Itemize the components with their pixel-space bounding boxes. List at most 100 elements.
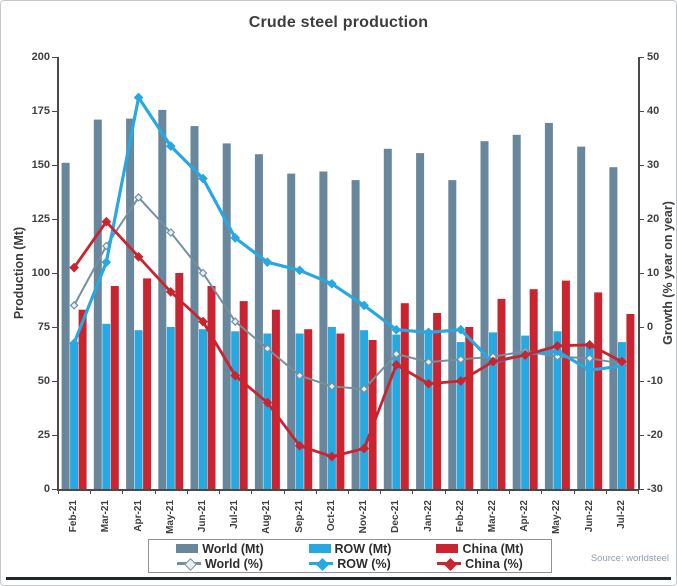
marker-china-aug-21 — [262, 397, 273, 408]
marker-row-may-22 — [552, 346, 563, 357]
bar-world-may-21 — [158, 109, 167, 490]
x-label-mar-22: Mar-22 — [487, 500, 498, 533]
bar-world-apr-22 — [512, 134, 521, 490]
world-bar-swatch — [176, 544, 199, 553]
marker-china-jun-21 — [198, 316, 208, 327]
bar-row-may-21 — [166, 327, 175, 489]
legend-label: World (%) — [204, 556, 264, 571]
right-tick-label: 20 — [647, 213, 660, 225]
bar-china-dec-21 — [400, 303, 409, 489]
left-tick-label: 150 — [31, 159, 50, 171]
bottom-rule — [6, 577, 671, 580]
marker-row-jun-22 — [584, 365, 595, 376]
bar-world-apr-21 — [126, 118, 135, 489]
left-tick — [52, 273, 58, 274]
right-tick-label: 0 — [647, 321, 654, 333]
bar-row-feb-22 — [456, 342, 465, 489]
x-tick — [444, 489, 446, 494]
marker-row-sep-21 — [294, 265, 305, 276]
x-tick — [476, 489, 478, 494]
left-tick — [52, 381, 58, 382]
bar-world-jan-22 — [416, 153, 425, 489]
left-tick — [52, 111, 58, 112]
bar-world-jun-22 — [577, 146, 586, 489]
marker-china-may-22 — [552, 341, 563, 351]
bar-china-aug-21 — [271, 309, 280, 489]
x-tick — [122, 489, 124, 494]
marker-china-may-21 — [165, 287, 176, 297]
marker-row-jul-21 — [230, 233, 241, 243]
bar-row-nov-21 — [360, 330, 369, 489]
right-tick-label: 50 — [647, 51, 660, 63]
left-tick-label: 75 — [37, 321, 50, 333]
marker-china-jul-21 — [230, 370, 241, 381]
marker-china-apr-21 — [133, 251, 144, 262]
marker-world-oct-21 — [327, 382, 337, 391]
marker-world-apr-21 — [134, 193, 143, 202]
bar-row-mar-21 — [102, 323, 111, 489]
x-tick — [315, 489, 317, 494]
x-tick — [638, 489, 639, 494]
marker-world-feb-21 — [69, 301, 79, 310]
bar-china-jul-21 — [239, 301, 248, 489]
legend-item-row-mt: ROW (Mt) — [285, 542, 415, 556]
marker-china-feb-22 — [455, 376, 466, 386]
x-label-may-22: May-22 — [551, 500, 563, 534]
bar-china-oct-21 — [336, 333, 345, 489]
x-tick — [186, 489, 188, 494]
bar-row-jul-21 — [231, 331, 240, 489]
bar-china-mar-21 — [110, 286, 119, 489]
bar-china-jan-22 — [433, 313, 442, 489]
legend-item-row-pct: ROW (%) — [285, 557, 415, 571]
x-label-sep-21: Sep-21 — [293, 500, 305, 533]
bar-china-mar-22 — [497, 298, 506, 489]
bar-world-mar-21 — [93, 119, 102, 489]
x-label-jan-22: Jan-22 — [422, 500, 434, 532]
source-note: Source: worldsteel — [590, 553, 669, 564]
right-tick — [638, 381, 644, 382]
marker-china-jul-22 — [617, 356, 627, 367]
left-tick-label: 200 — [31, 51, 50, 63]
right-tick — [638, 327, 644, 328]
x-label-aug-21: Aug-21 — [261, 500, 273, 534]
line-row — [72, 95, 623, 372]
x-label-oct-21: Oct-21 — [325, 500, 337, 532]
bar-row-feb-21 — [70, 342, 79, 489]
marker-world-jul-21 — [230, 317, 240, 326]
x-tick — [541, 489, 543, 494]
bar-row-aug-21 — [263, 333, 272, 489]
marker-china-nov-21 — [359, 443, 369, 454]
x-tick — [509, 489, 511, 494]
row-line-swatch — [309, 558, 334, 571]
right-tick-label: -10 — [647, 375, 663, 387]
left-tick — [52, 57, 58, 58]
x-label-apr-21: Apr-21 — [132, 500, 144, 532]
bar-world-feb-22 — [448, 180, 457, 489]
marker-china-jan-22 — [423, 378, 434, 389]
left-tick — [52, 435, 58, 436]
marker-row-may-21 — [165, 141, 176, 151]
bar-china-may-21 — [175, 273, 184, 489]
left-tick — [52, 219, 58, 220]
marker-row-jun-21 — [198, 173, 208, 184]
x-tick — [90, 489, 92, 494]
bar-china-jun-22 — [594, 292, 603, 489]
x-label-jul-22: Jul-22 — [615, 500, 627, 529]
bar-world-feb-21 — [61, 162, 70, 490]
left-tick-label: 125 — [31, 213, 50, 225]
marker-china-sep-21 — [294, 440, 305, 451]
marker-china-oct-21 — [327, 451, 337, 462]
x-label-jun-21: Jun-21 — [197, 500, 208, 533]
marker-china-mar-21 — [101, 216, 112, 227]
x-label-nov-21: Nov-21 — [358, 500, 370, 534]
left-tick-label: 100 — [31, 267, 50, 279]
bar-row-jan-22 — [424, 330, 433, 489]
x-label-may-21: May-21 — [164, 500, 176, 534]
right-tick-label: -30 — [647, 483, 663, 495]
marker-world-sep-21 — [295, 371, 305, 380]
right-tick — [638, 489, 644, 490]
x-tick — [380, 489, 382, 494]
bar-china-jul-22 — [626, 314, 635, 489]
x-tick — [605, 489, 607, 494]
